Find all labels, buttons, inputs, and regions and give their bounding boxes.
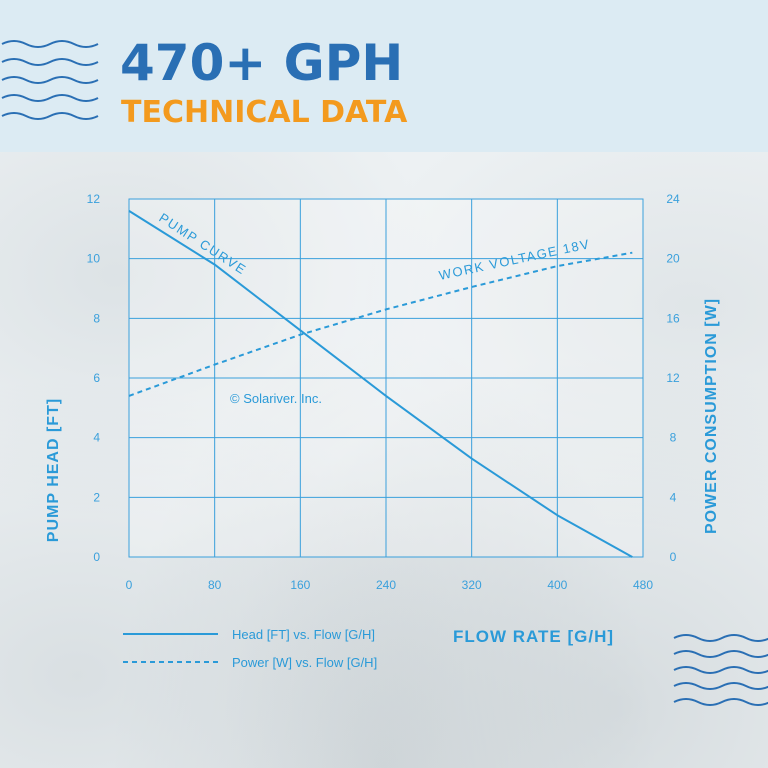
head-curve-line (128, 210, 633, 558)
x-axis-label: FLOW RATE [G/H] (453, 627, 614, 646)
chart-series (128, 210, 633, 558)
y-tick-label: 10 (87, 252, 101, 266)
x-tick-label: 240 (376, 578, 396, 592)
y-tick-label: 12 (87, 192, 101, 206)
page-subtitle: TECHNICAL DATA (121, 95, 408, 130)
power-curve-line (128, 251, 633, 397)
y-tick-label: 6 (93, 371, 100, 385)
background-photo (0, 152, 768, 768)
y-tick-label: 2 (93, 490, 100, 504)
legend-power-label: Power [W] vs. Flow [G/H] (232, 655, 377, 670)
x-tick-label: 320 (462, 578, 482, 592)
y-tick-label: 4 (93, 431, 100, 445)
y2-axis-label: POWER CONSUMPTION [W] (703, 298, 720, 534)
y-tick-label: 0 (93, 550, 100, 564)
waves-icon-bottom-right (673, 634, 768, 706)
y2-tick-label: 16 (666, 311, 680, 325)
chart-grid (128, 198, 644, 558)
header-banner: 470+ GPH TECHNICAL DATA (0, 0, 768, 152)
legend-head-label: Head [FT] vs. Flow [G/H] (232, 627, 375, 642)
y2-tick-label: 20 (666, 252, 680, 266)
page-title: 470+ GPH (120, 34, 404, 92)
x-tick-label: 400 (547, 578, 567, 592)
waves-icon-top-left (1, 40, 99, 120)
y2-tick-label: 0 (670, 550, 677, 564)
y2-tick-label: 8 (670, 431, 677, 445)
x-tick-label: 160 (290, 578, 310, 592)
x-tick-label: 80 (208, 578, 222, 592)
y2-tick-label: 12 (666, 371, 680, 385)
y2-tick-label: 4 (670, 490, 677, 504)
y-tick-label: 8 (93, 311, 100, 325)
x-tick-label: 0 (126, 578, 133, 592)
y-axis-label: PUMP HEAD [FT] (45, 398, 62, 542)
watermark-text: © Solariver. Inc. (230, 391, 322, 406)
x-tick-label: 480 (633, 578, 653, 592)
y2-tick-label: 24 (666, 192, 680, 206)
